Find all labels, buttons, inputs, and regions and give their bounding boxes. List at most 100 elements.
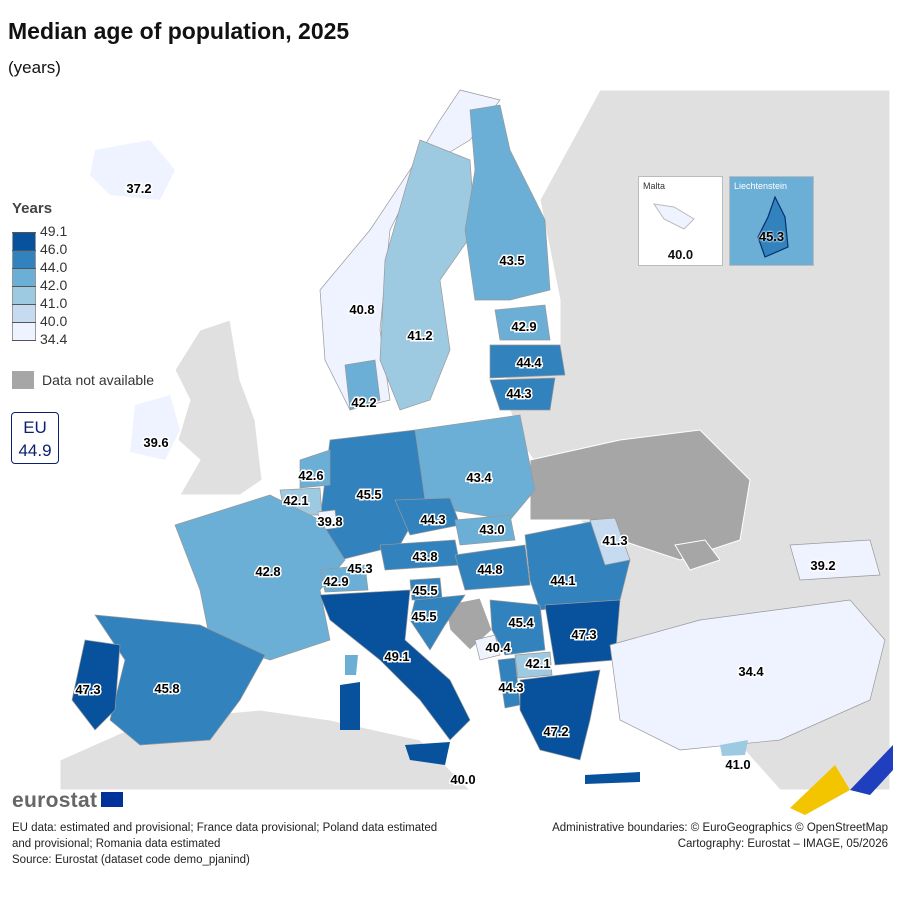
value-label-moldova: 41.3 bbox=[602, 533, 627, 548]
footnote-right: Administrative boundaries: © EuroGeograp… bbox=[552, 820, 888, 852]
legend-break-label: 41.0 bbox=[40, 295, 68, 311]
value-label-estonia: 42.9 bbox=[511, 319, 536, 334]
value-label-iceland: 37.2 bbox=[126, 181, 151, 196]
not-available-label: Data not available bbox=[42, 372, 155, 388]
value-label-sweden: 41.2 bbox=[407, 328, 432, 343]
ribbon-blue bbox=[850, 745, 893, 795]
value-label-spain: 45.8 bbox=[154, 681, 179, 696]
region-sicily bbox=[405, 742, 450, 765]
region-switzerland bbox=[319, 564, 369, 593]
legend-row: 42.0 bbox=[12, 277, 192, 304]
value-label-slovakia: 43.0 bbox=[479, 522, 504, 537]
inset-malta: Malta 40.0 bbox=[638, 176, 723, 266]
value-label-georgia: 39.2 bbox=[810, 558, 835, 573]
eu-value: 44.9 bbox=[18, 441, 52, 460]
value-label-poland: 43.4 bbox=[466, 470, 492, 485]
eurostat-logo: eurostat bbox=[12, 789, 124, 813]
legend-row: 46.0 bbox=[12, 241, 192, 268]
legend-tick bbox=[12, 304, 36, 305]
value-label-montenegro: 40.4 bbox=[485, 640, 511, 655]
legend-not-available: Data not available bbox=[12, 371, 192, 389]
region-estonia bbox=[494, 304, 551, 341]
legend-break-label: 42.0 bbox=[40, 277, 68, 293]
region-norway bbox=[319, 89, 501, 411]
legend-swatch bbox=[12, 304, 36, 322]
value-label-ireland: 39.6 bbox=[143, 435, 168, 450]
legend-break-label: 44.0 bbox=[40, 259, 68, 275]
value-label-albania: 44.3 bbox=[498, 680, 523, 695]
value-label-norway: 40.8 bbox=[349, 302, 374, 317]
legend-row: 41.0 bbox=[12, 295, 192, 322]
region-slovakia bbox=[454, 514, 516, 546]
region-sweden bbox=[379, 139, 476, 411]
value-label-slovenia: 45.5 bbox=[412, 583, 437, 598]
legend-tick bbox=[12, 232, 36, 233]
legend-row: 49.1 bbox=[12, 223, 192, 250]
legend-break-label: 40.0 bbox=[40, 313, 68, 329]
value-label-switzerland: 42.9 bbox=[323, 574, 348, 589]
region-hungary bbox=[454, 544, 531, 591]
eu-average-box: EU 44.9 bbox=[11, 412, 59, 464]
region-georgia bbox=[789, 539, 881, 581]
region-ireland bbox=[130, 395, 180, 460]
region-latvia bbox=[489, 344, 566, 379]
ribbon-yellow bbox=[790, 765, 850, 815]
region-serbia bbox=[489, 599, 546, 656]
eu-label: EU bbox=[23, 418, 47, 437]
value-label-malta-map: 40.0 bbox=[450, 772, 475, 787]
inset-malta-value: 40.0 bbox=[667, 247, 694, 262]
region-cyprus bbox=[720, 740, 748, 756]
region-portugal bbox=[71, 639, 121, 731]
legend-tick bbox=[12, 268, 36, 269]
value-label-denmark: 42.2 bbox=[351, 395, 376, 410]
value-label-portugal: 47.3 bbox=[75, 682, 100, 697]
legend-tick bbox=[12, 286, 36, 287]
legend-swatch bbox=[12, 322, 36, 340]
page-subtitle: (years) bbox=[8, 58, 61, 77]
value-label-latvia: 44.4 bbox=[516, 355, 542, 370]
region-montenegro bbox=[474, 634, 501, 661]
value-label-czechia: 44.3 bbox=[420, 512, 445, 527]
region-italy bbox=[319, 589, 471, 741]
region-denmark bbox=[344, 359, 381, 411]
region-croatia bbox=[409, 594, 466, 651]
region-greece bbox=[519, 669, 601, 761]
legend-break-label: 34.4 bbox=[40, 331, 68, 347]
value-label-cyprus: 41.0 bbox=[725, 757, 750, 772]
region-crimea bbox=[674, 539, 721, 571]
legend-break-label: 46.0 bbox=[40, 241, 68, 257]
legend-break-label: 49.1 bbox=[40, 223, 68, 239]
value-label-austria: 43.8 bbox=[412, 549, 437, 564]
footnote-left: EU data: estimated and provisional; Fran… bbox=[12, 820, 442, 868]
region-north-macedonia bbox=[514, 651, 553, 679]
footnote-source: Source: Eurostat (dataset code demo_pjan… bbox=[12, 854, 250, 866]
region-sardinia bbox=[340, 682, 360, 730]
footnote-cartography: Cartography: Eurostat – IMAGE, 05/2026 bbox=[677, 838, 888, 850]
value-label-serbia: 45.4 bbox=[508, 615, 534, 630]
inset-malta-name: Malta bbox=[643, 181, 666, 191]
value-label-finland: 43.5 bbox=[499, 253, 524, 268]
legend: Years 49.1 46.0 44.0 42.0 41.0 40.0 34.4 Data … bbox=[12, 200, 192, 389]
footnote-boundaries: Administrative boundaries: © EuroGeograp… bbox=[552, 822, 888, 834]
value-label-liechtenstein-map: 45.3 bbox=[347, 561, 372, 576]
region-netherlands bbox=[299, 449, 331, 489]
value-label-hungary: 44.8 bbox=[477, 562, 502, 577]
legend-tick bbox=[12, 322, 36, 323]
value-label-france: 42.8 bbox=[255, 564, 280, 579]
map-value-labels: 37.2 39.6 40.8 41.2 43.5 42.9 44.4 44.3 42.2 42.6… bbox=[74, 180, 837, 789]
inset-liechtenstein: Liechtenstein 45.3 bbox=[729, 176, 814, 266]
value-label-germany: 45.5 bbox=[356, 487, 381, 502]
region-lithuania bbox=[489, 377, 556, 411]
legend-swatch bbox=[12, 250, 36, 268]
value-label-north-macedonia: 42.1 bbox=[525, 656, 550, 671]
value-label-croatia: 45.5 bbox=[411, 609, 436, 624]
value-label-netherlands: 42.6 bbox=[298, 468, 323, 483]
value-label-romania: 44.1 bbox=[550, 573, 575, 588]
value-label-belgium: 42.1 bbox=[283, 493, 308, 508]
legend-tick bbox=[12, 340, 36, 341]
region-finland bbox=[464, 104, 551, 301]
value-label-lithuania: 44.3 bbox=[506, 386, 531, 401]
page-title: Median age of population, 2025 bbox=[8, 18, 350, 44]
legend-swatch bbox=[12, 268, 36, 286]
